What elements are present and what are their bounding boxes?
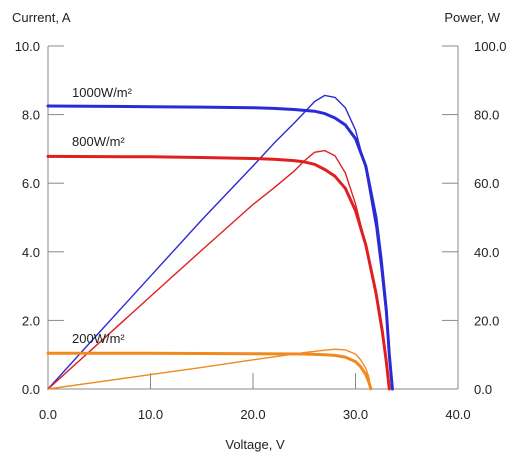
y-tick-label: 0.0 [22,382,40,397]
series-line-current-200 [46,351,373,391]
y2-tick-label: 80.0 [474,108,499,123]
y2-tick-label: 40.0 [474,245,499,260]
series-line-current-1000 [46,104,394,391]
y-axis-label: Current, A [12,10,71,25]
series-line-current-800 [46,154,391,391]
x-axis-label: Voltage, V [225,437,285,452]
y2-axis-label: Power, W [444,10,500,25]
y-tick-label: 8.0 [22,108,40,123]
y-tick-label: 6.0 [22,176,40,191]
x-tick-label: 10.0 [138,407,163,422]
y2-tick-label: 100.0 [474,39,507,54]
x-tick-label: 20.0 [240,407,265,422]
series-line-power-200 [47,348,372,390]
y-tick-label: 2.0 [22,313,40,328]
annotations: 1000W/m² 800W/m² 200W/m² [72,85,133,346]
x-tick-label: 30.0 [343,407,368,422]
axes: 0.0 2.0 4.0 6.0 8.0 10.0 0.0 20.0 40.0 60.0 80.0 10… [15,39,507,422]
annotation-label: 800W/m² [72,134,125,149]
y2-tick-label: 60.0 [474,176,499,191]
plot-area [46,94,394,391]
y2-tick-label: 20.0 [474,313,499,328]
annotation-label: 200W/m² [72,331,125,346]
y2-tick-label: 0.0 [474,382,492,397]
x-tick-label: 40.0 [445,407,470,422]
x-tick-label: 0.0 [39,407,57,422]
y-tick-label: 10.0 [15,39,40,54]
annotation-label: 1000W/m² [72,85,133,100]
y-tick-label: 4.0 [22,245,40,260]
